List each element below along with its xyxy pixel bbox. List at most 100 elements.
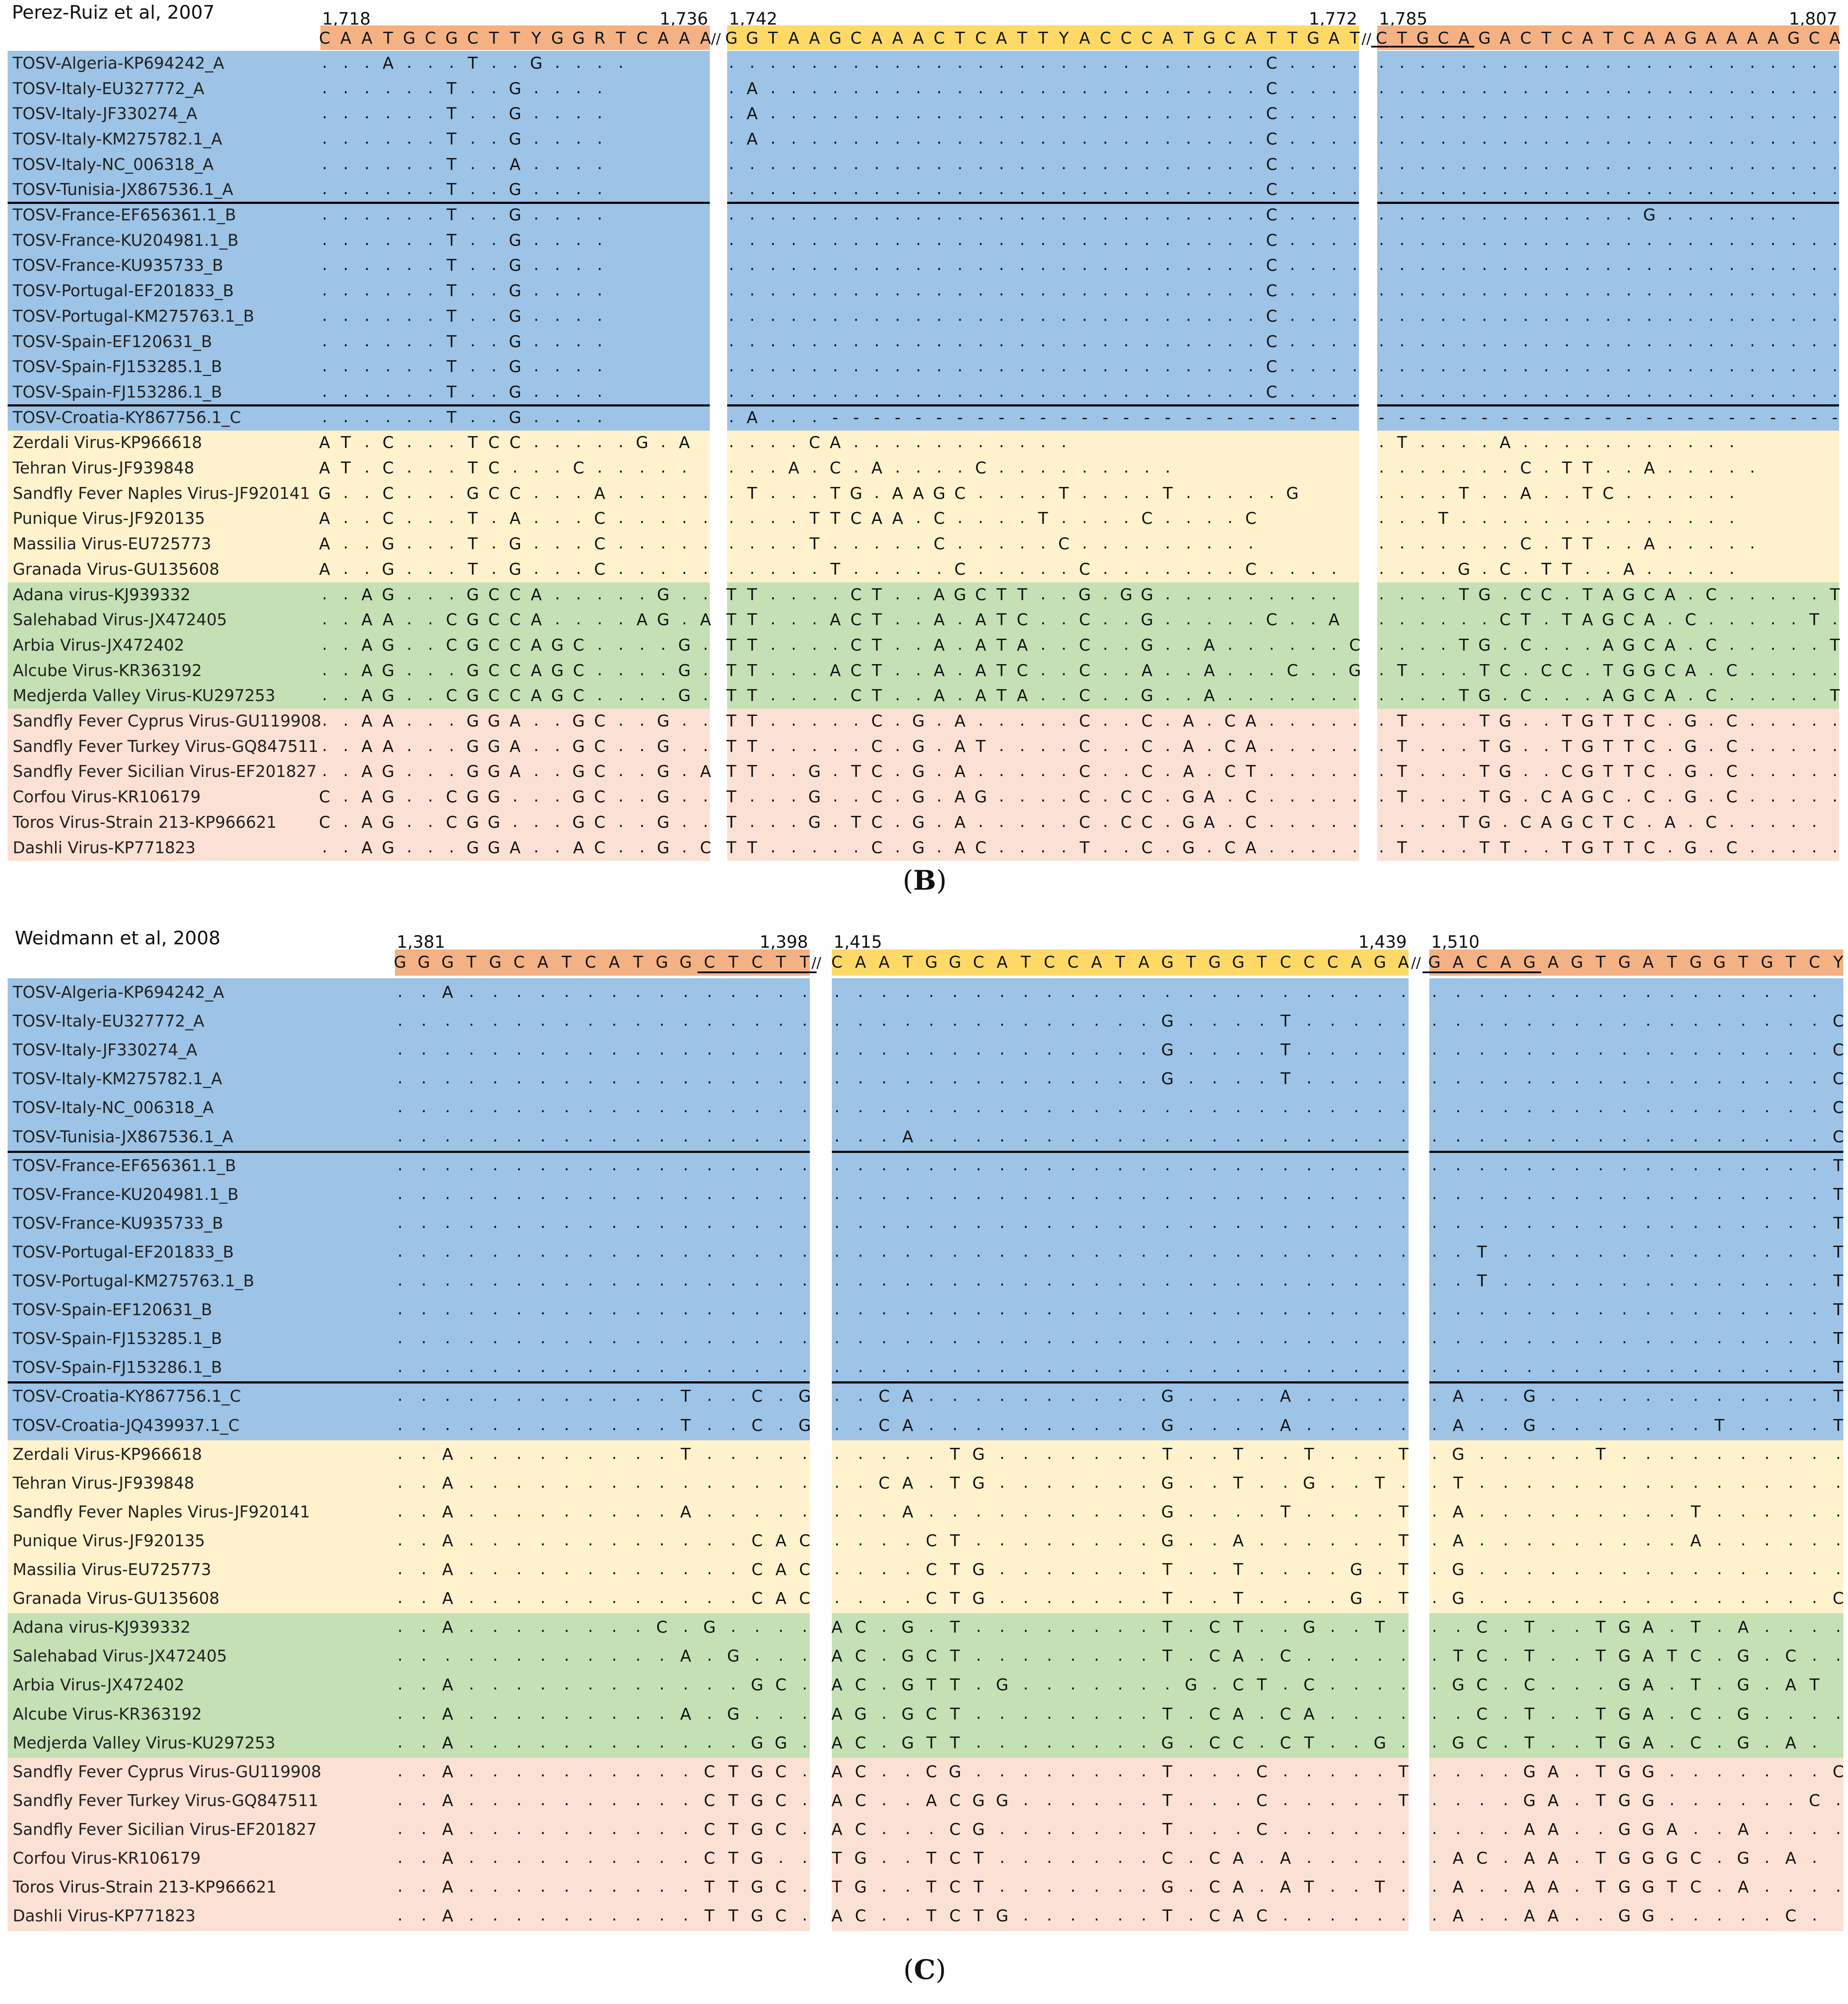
sequence-label: Granada Virus-GU135608	[13, 560, 220, 579]
panel-label: (C)	[903, 1954, 946, 1986]
label-band	[8, 203, 710, 228]
segment-band	[1429, 1122, 1843, 1152]
label-band	[8, 101, 710, 128]
sequence-label: Punique Virus-JF920135	[13, 1531, 205, 1550]
segment-band	[727, 607, 1359, 634]
segment-band	[727, 329, 1359, 355]
segment-band	[727, 456, 1359, 482]
group-divider	[832, 1381, 1409, 1384]
segment-band	[727, 380, 1359, 406]
label-band	[8, 177, 710, 203]
segment-band	[727, 557, 1359, 583]
segment-band	[1429, 1613, 1843, 1643]
sequence-label: Sandfly Fever Sicilian Virus-EF201827	[13, 762, 317, 781]
segment-band	[1429, 1209, 1843, 1239]
segment-band	[1429, 978, 1843, 1008]
sequence-label: Tehran Virus-JF939848	[13, 459, 194, 477]
group-divider	[832, 1150, 1409, 1153]
segment-band	[727, 101, 1359, 128]
segment-band	[1429, 1671, 1843, 1701]
label-band	[8, 278, 710, 304]
segment-band	[1429, 1815, 1843, 1845]
sequence-label: TOSV-Italy-NC_006318_A	[13, 1098, 214, 1117]
sequence-label: Dashli Virus-KP771823	[13, 1907, 195, 1925]
segment-break-icon: //	[711, 31, 721, 47]
label-band	[8, 380, 710, 406]
sequence-label: TOSV-Croatia-JQ439937.1_C	[13, 1416, 239, 1435]
segment-band	[1377, 203, 1839, 228]
panel-label-letter: C	[914, 1954, 936, 1986]
label-band	[8, 557, 710, 583]
panel-title: Weidmann et al, 2008	[15, 927, 220, 949]
segment-band	[727, 76, 1359, 102]
group-divider	[8, 1381, 810, 1384]
sequence-label: TOSV-France-KU935733_B	[13, 256, 223, 275]
segment-break-icon: //	[1411, 955, 1421, 971]
segment-band	[727, 278, 1359, 304]
segment-band	[727, 532, 1359, 557]
sequence-label: Alcube Virus-KR363192	[13, 661, 202, 680]
panel-label-close: )	[936, 865, 947, 896]
sequence-label: Salehabad Virus-JX472405	[13, 610, 227, 629]
panel-label-close: )	[936, 1954, 946, 1986]
sequence-label: Sandfly Fever Sicilian Virus-EF201827	[13, 1820, 317, 1839]
sequence-label: TOSV-Croatia-KY867756.1_C	[13, 408, 241, 427]
segment-band	[1429, 1556, 1843, 1585]
sequence-label: TOSV-France-KU204981.1_B	[13, 1185, 239, 1204]
label-band	[8, 633, 710, 659]
segment-band	[1377, 380, 1839, 406]
label-band	[8, 51, 710, 77]
sequence-label: Dashli Virus-KP771823	[13, 838, 195, 857]
segment-band	[727, 430, 1359, 456]
segment-band	[727, 127, 1359, 153]
segment-band	[1429, 1065, 1843, 1094]
panel-label-letter: B	[913, 865, 936, 896]
label-band	[8, 532, 710, 557]
sequence-label: Sandfly Fever Turkey Virus-GQ847511	[13, 1791, 318, 1810]
segment-band	[1377, 456, 1839, 482]
segment-band	[1377, 127, 1839, 153]
sequence-label: Tehran Virus-JF939848	[13, 1474, 194, 1492]
segment-band	[727, 177, 1359, 203]
segment-band	[1429, 1642, 1843, 1672]
label-band	[8, 456, 710, 482]
segment-band	[1429, 1440, 1843, 1470]
segment-band	[1429, 1411, 1843, 1441]
sequence-label: Alcube Virus-KR363192	[13, 1705, 202, 1723]
sequence-label: TOSV-Spain-FJ153285.1_B	[13, 1329, 222, 1348]
sequence-label: TOSV-Italy-EU327772_A	[13, 1012, 204, 1030]
label-band	[8, 430, 710, 456]
sequence-label: Medjerda Valley Virus-KU297253	[13, 686, 275, 705]
segment-band	[1377, 532, 1839, 557]
segment-band	[727, 405, 1359, 431]
sequence-label: TOSV-Spain-FJ153286.1_B	[13, 383, 222, 401]
sequence-label: TOSV-Algeria-KP694242_A	[13, 983, 224, 1002]
sequence-label: Granada Virus-GU135608	[13, 1589, 220, 1608]
sequence-label: TOSV-Italy-KM275782.1_A	[13, 130, 222, 148]
segment-band	[1377, 278, 1839, 304]
segment-break-icon: //	[1362, 31, 1371, 47]
segment-band	[1377, 354, 1839, 381]
segment-band	[727, 633, 1359, 659]
segment-band	[727, 304, 1359, 330]
sequence-label: Corfou Virus-KR106179	[13, 788, 201, 806]
segment-band	[1429, 1497, 1843, 1527]
sequence-label: TOSV-Italy-EU327772_A	[13, 79, 204, 98]
group-divider	[8, 404, 710, 406]
sequence-label: TOSV-Spain-EF120631_B	[13, 1300, 212, 1319]
sequence-label: TOSV-Italy-NC_006318_A	[13, 155, 214, 174]
label-band	[8, 329, 710, 355]
sequence-label: TOSV-Italy-JF330274_A	[13, 1041, 197, 1059]
segment-band	[1377, 51, 1839, 77]
segment-band	[727, 506, 1359, 532]
sequence-label: TOSV-Tunisia-JX867536.1_A	[13, 180, 233, 199]
sequence-label: Salehabad Virus-JX472405	[13, 1647, 227, 1665]
label-band	[8, 354, 710, 381]
segment-band	[1429, 1584, 1843, 1614]
segment-band	[1429, 1180, 1843, 1210]
segment-band	[1429, 1267, 1843, 1297]
sequence-label: Massilia Virus-EU725773	[13, 1560, 211, 1579]
segment-band	[1377, 76, 1839, 102]
segment-band	[1429, 1700, 1843, 1729]
